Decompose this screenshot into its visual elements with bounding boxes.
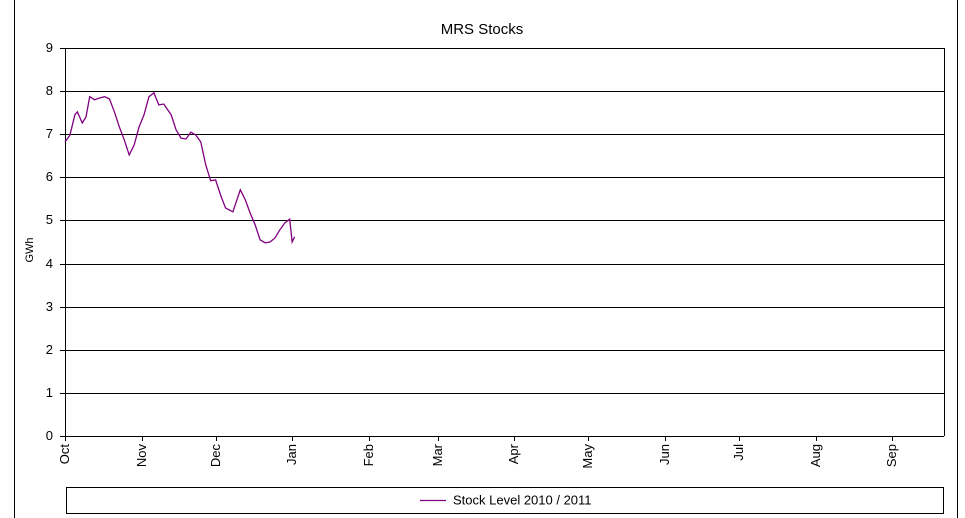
x-tick-label: Jul bbox=[731, 444, 746, 461]
y-tick-label: 6 bbox=[46, 169, 53, 184]
x-tick-label: Mar bbox=[430, 443, 445, 466]
x-tick-label: Apr bbox=[506, 443, 521, 464]
chart-title: MRS Stocks bbox=[441, 21, 524, 38]
y-tick-label: 8 bbox=[46, 83, 53, 98]
x-tick-label: Aug bbox=[808, 444, 823, 467]
line-series bbox=[64, 91, 296, 245]
x-tick-label: May bbox=[580, 444, 595, 469]
y-axis-label: GWh bbox=[24, 237, 36, 262]
y-tick-label: 0 bbox=[46, 428, 53, 443]
y-tick-label: 1 bbox=[46, 385, 53, 400]
y-tick-label: 9 bbox=[46, 40, 53, 55]
legend bbox=[66, 487, 944, 514]
y-tick-label: 3 bbox=[46, 299, 53, 314]
x-tick-label: Nov bbox=[134, 444, 149, 468]
x-tick-label: Jun bbox=[657, 444, 672, 465]
y-tick-label: 4 bbox=[46, 256, 53, 271]
y-tick-label: 2 bbox=[46, 342, 53, 357]
x-tick-label: Feb bbox=[361, 444, 376, 466]
y-tick-label: 5 bbox=[46, 212, 53, 227]
legend-label: Stock Level 2010 / 2011 bbox=[453, 492, 592, 507]
x-tick-label: Dec bbox=[208, 444, 223, 468]
x-tick-label: Sep bbox=[884, 444, 899, 467]
x-tick-label: Oct bbox=[57, 444, 72, 465]
y-tick-label: 7 bbox=[46, 126, 53, 141]
x-tick-label: Jan bbox=[284, 444, 299, 465]
